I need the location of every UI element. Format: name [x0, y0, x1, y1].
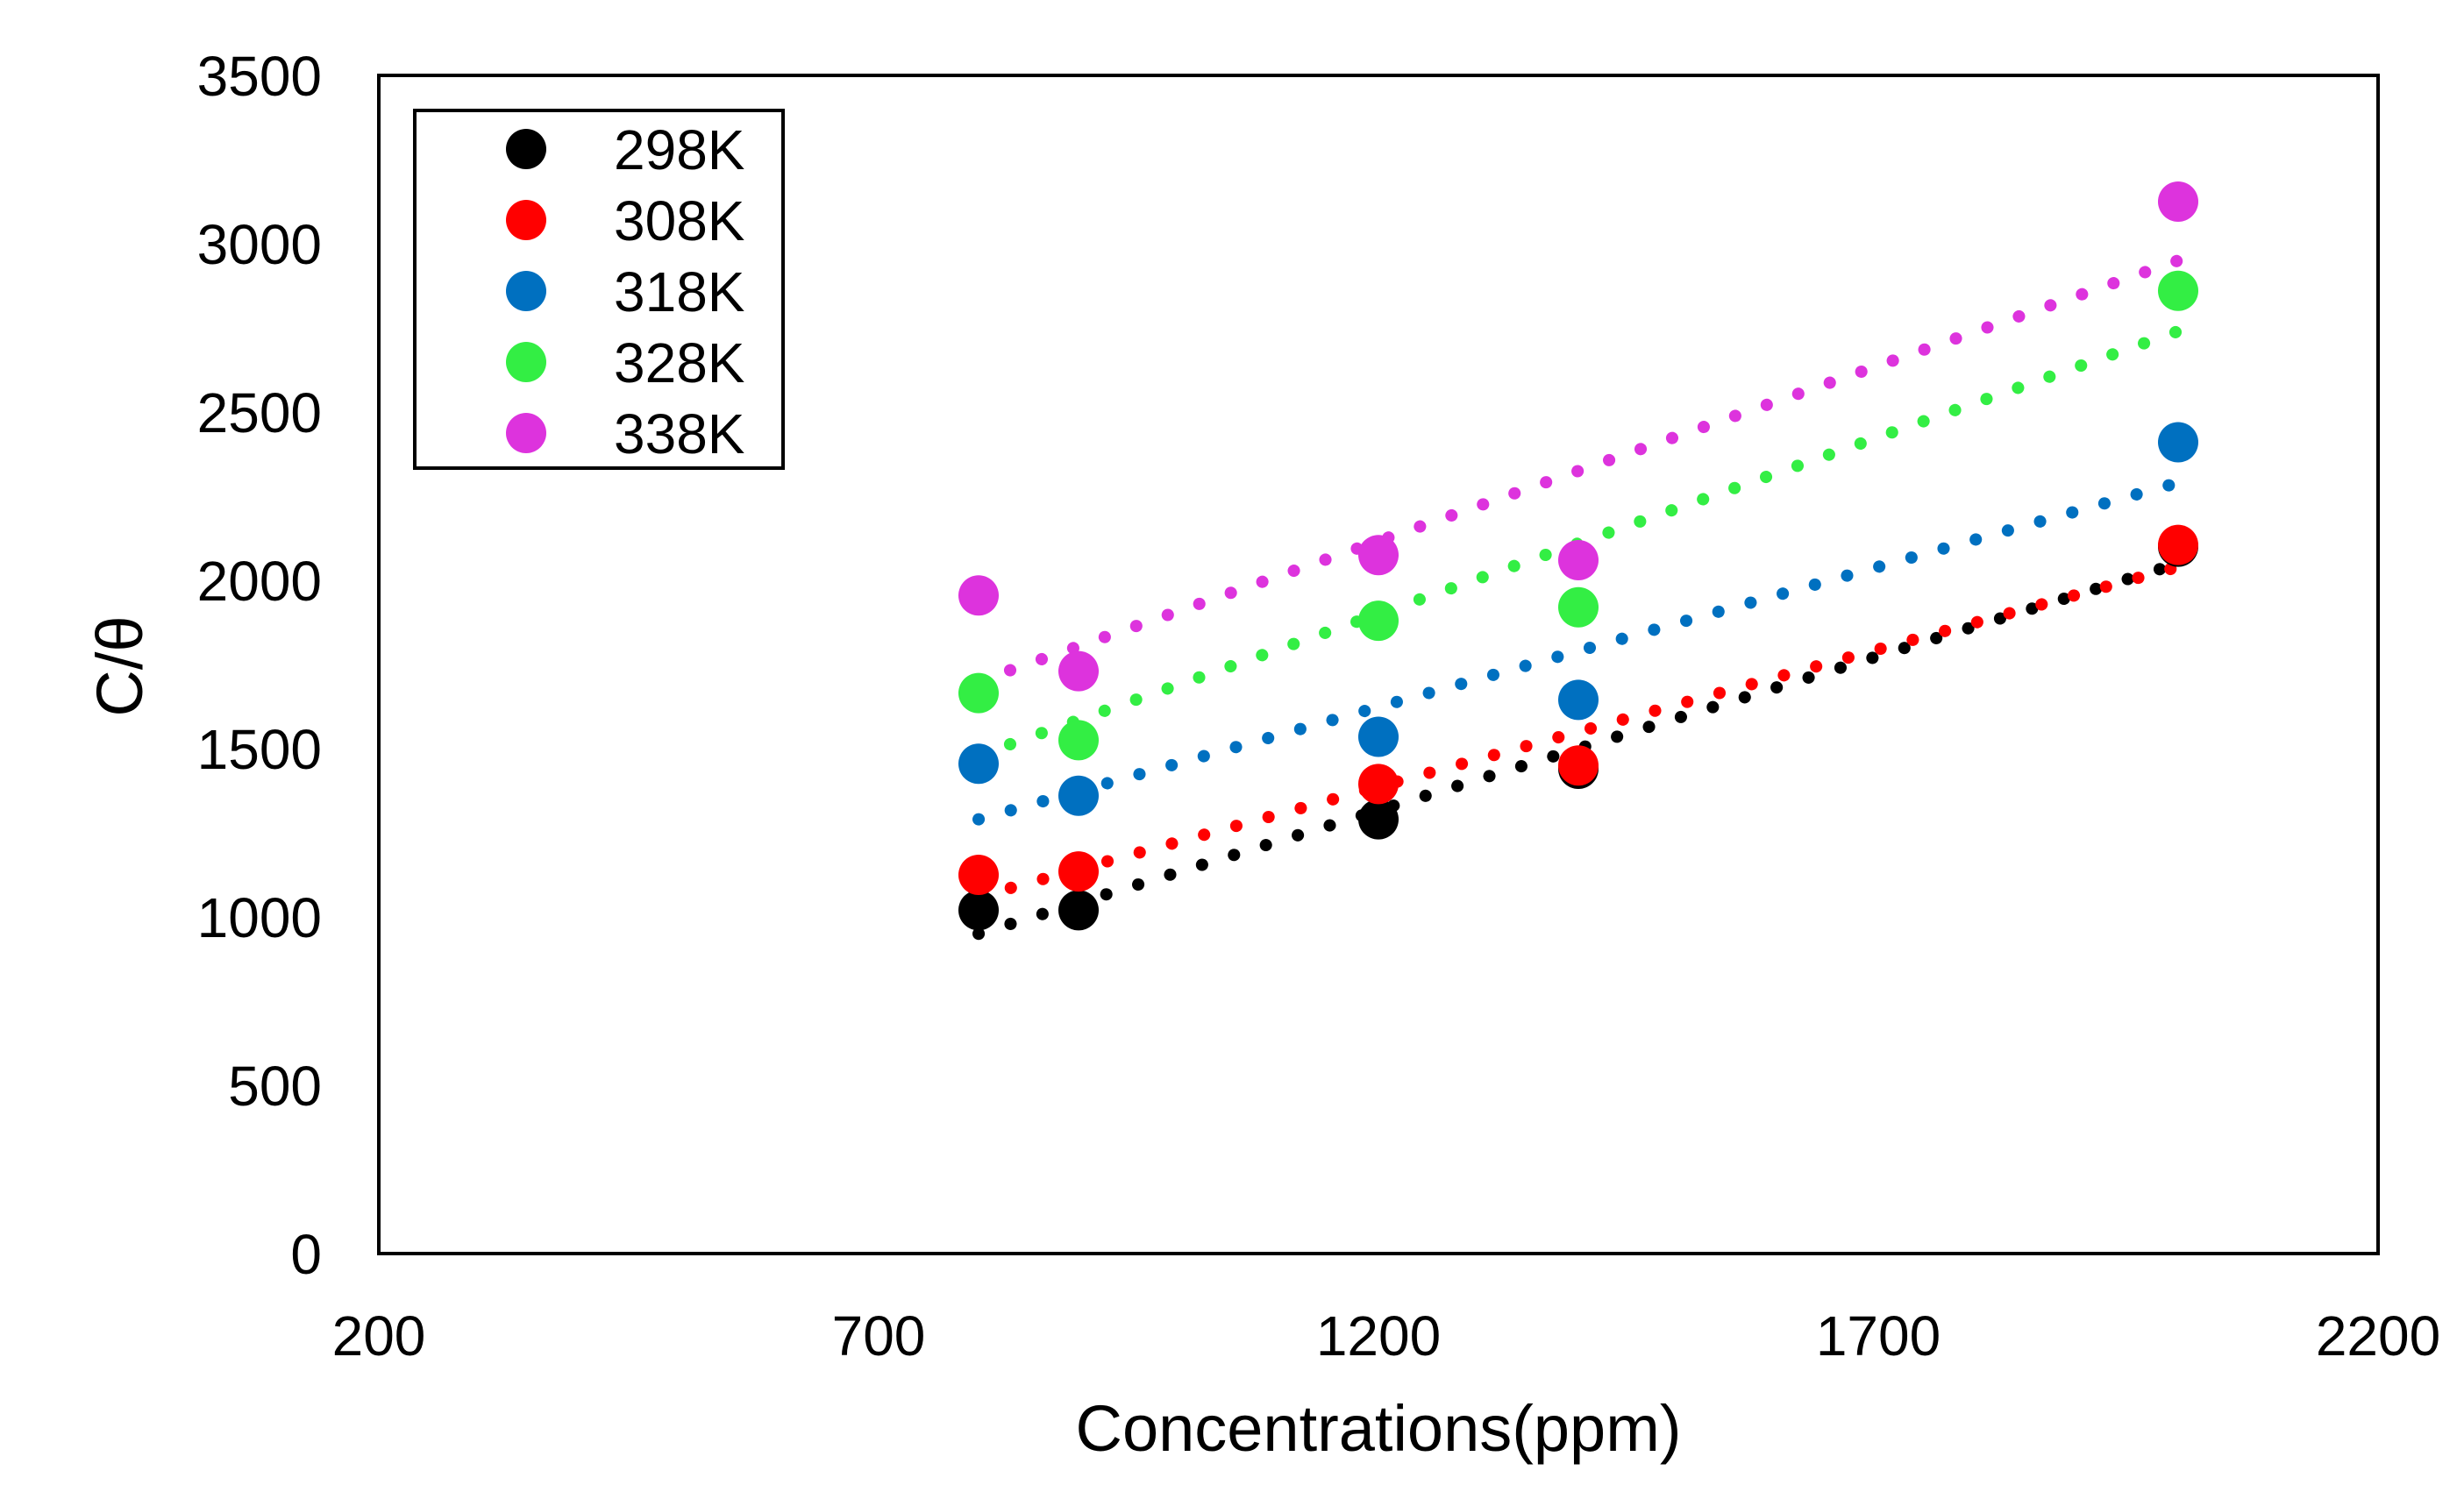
data-point-328K [1058, 720, 1099, 761]
y-axis-ticks: 0 500 1000 1500 2000 2500 3000 3500 [197, 45, 322, 1286]
data-point-298K [1058, 890, 1099, 931]
legend-marker-328K [506, 342, 546, 382]
data-point-328K [1558, 586, 1599, 628]
y-axis-title: C/θ [83, 615, 156, 716]
legend-label: 298K [614, 118, 744, 181]
data-point-308K [958, 855, 999, 895]
data-points [958, 181, 2198, 931]
data-point-338K [1058, 650, 1099, 692]
data-point-298K [1358, 799, 1399, 840]
data-point-338K [958, 575, 999, 616]
x-tick-label: 1200 [1316, 1304, 1441, 1368]
data-point-308K [2158, 524, 2198, 565]
y-tick-label: 1500 [197, 718, 322, 781]
legend: 298K 308K 318K 328K 338K [413, 109, 785, 470]
data-point-328K [958, 672, 999, 714]
y-tick-label: 2000 [197, 550, 322, 613]
x-tick-label: 2200 [2316, 1304, 2440, 1368]
data-point-318K [1058, 775, 1099, 816]
legend-label: 308K [614, 189, 744, 252]
y-tick-label: 2500 [197, 381, 322, 444]
data-point-338K [2158, 181, 2198, 222]
legend-label: 328K [614, 331, 744, 394]
data-point-328K [2158, 270, 2198, 311]
trendline-318K [972, 476, 2184, 826]
y-tick-label: 1000 [197, 886, 322, 949]
data-point-318K [1358, 716, 1399, 757]
x-axis-title: Concentrations(ppm) [1076, 1392, 1682, 1465]
legend-label: 338K [614, 402, 744, 465]
data-point-318K [2158, 422, 2198, 463]
x-tick-label: 700 [832, 1304, 926, 1368]
data-point-298K [958, 890, 999, 931]
x-tick-label: 200 [332, 1304, 426, 1368]
legend-marker-338K [506, 413, 546, 453]
x-axis-ticks: 200 700 1200 1700 2200 [332, 1304, 2441, 1368]
data-point-338K [1558, 539, 1599, 580]
legend-label: 318K [614, 260, 744, 323]
x-tick-label: 1700 [1816, 1304, 1941, 1368]
legend-marker-298K [506, 129, 546, 169]
data-point-338K [1358, 535, 1399, 576]
y-tick-label: 500 [228, 1055, 322, 1118]
data-point-328K [1358, 600, 1399, 642]
legend-marker-308K [506, 200, 546, 240]
data-point-318K [958, 743, 999, 785]
data-point-318K [1558, 679, 1599, 721]
trendline-308K [972, 560, 2184, 903]
trendline-338K [972, 254, 2184, 688]
legend-box [413, 109, 785, 470]
y-tick-label: 3000 [197, 213, 322, 276]
data-point-308K [1358, 764, 1399, 805]
y-tick-label: 0 [290, 1223, 322, 1286]
data-point-308K [1558, 745, 1599, 786]
y-tick-label: 3500 [197, 45, 322, 108]
legend-marker-318K [506, 271, 546, 311]
data-point-308K [1058, 851, 1099, 892]
